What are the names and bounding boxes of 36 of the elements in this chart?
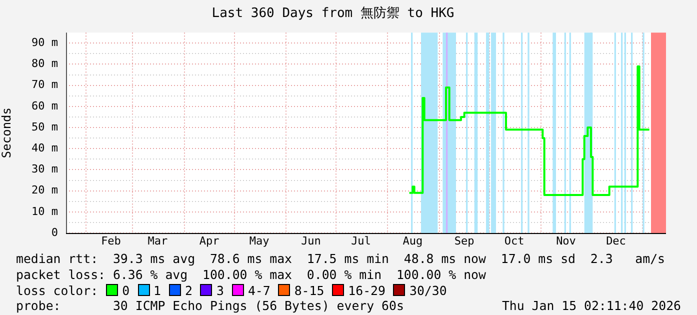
x-tick-label: Feb	[101, 234, 121, 248]
chart-title: Last 360 Days from 無防禦 to HKG	[212, 6, 454, 22]
text: 0	[122, 283, 130, 298]
x-tick-label: Apr	[199, 234, 220, 248]
text: median rtt: 39.3 ms avg 78.6 ms max 17.5 ms min 48.8 ms now 17.0 ms sd 2.3 am/s	[16, 251, 666, 266]
x-tick-label: Dec	[606, 234, 626, 248]
text: 4-7	[248, 283, 270, 298]
y-tick-label: 80 m	[32, 57, 58, 70]
x-tick-label: Oct	[504, 234, 524, 248]
x-tick-label: Jun	[301, 234, 321, 248]
y-tick-label: 90 m	[32, 36, 58, 50]
y-tick-label: 70 m	[32, 78, 58, 92]
y-tick-label: 20 m	[32, 184, 58, 197]
text: loss color:	[16, 283, 98, 298]
y-tick-label: 60 m	[32, 99, 58, 112]
text: probe: 30 ICMP Echo Pings (56 Bytes) every 60s	[16, 298, 404, 313]
text: 16-29	[348, 283, 386, 298]
y-tick-label: 0	[51, 226, 58, 239]
text: packet loss: 6.36 % avg 100.00 % max 0.00 % min 100.00 % now	[16, 267, 486, 282]
text: Thu Jan 15 02:11:40 2026	[502, 298, 681, 313]
x-tick-label: Nov	[556, 234, 576, 248]
text: 3	[216, 283, 224, 298]
text: 30/30	[409, 283, 447, 298]
text: 8-15	[294, 283, 324, 298]
y-tick-label: 50 m	[32, 120, 58, 134]
y-tick-label: 40 m	[32, 141, 58, 154]
x-tick-label: May	[249, 234, 270, 248]
x-tick-label: Aug	[402, 234, 423, 248]
x-tick-label: Mar	[148, 234, 168, 248]
x-tick-label: Jul	[351, 234, 371, 248]
x-tick-label: Sep	[454, 234, 474, 248]
text: 1	[154, 283, 161, 298]
y-axis-title: Seconds	[0, 108, 14, 158]
y-tick-label: 30 m	[32, 162, 58, 176]
y-tick-label: 10 m	[32, 204, 58, 218]
text: 2	[185, 283, 192, 298]
